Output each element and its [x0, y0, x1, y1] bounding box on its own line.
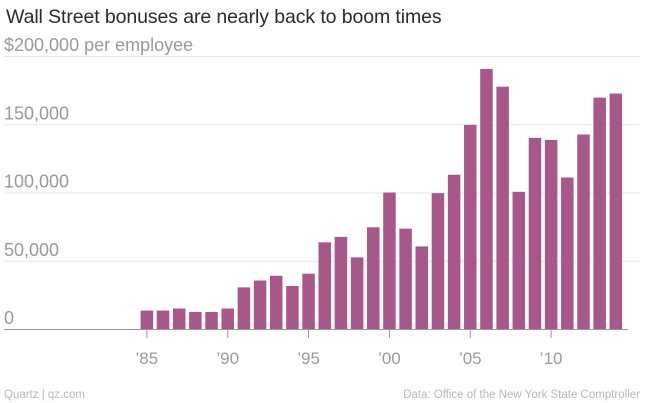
bar — [189, 311, 202, 329]
x-tick-label: ’85 — [136, 349, 159, 368]
bar — [528, 137, 542, 329]
x-tick-label: ’00 — [378, 349, 401, 368]
bar — [431, 193, 445, 329]
x-tick-label: ’10 — [540, 349, 563, 368]
bar — [334, 236, 348, 329]
bar — [415, 246, 429, 329]
bar — [269, 275, 283, 329]
bar — [318, 242, 331, 329]
bar — [140, 310, 154, 329]
bar — [544, 139, 558, 329]
y-tick-label: 100,000 — [4, 172, 69, 192]
bar — [286, 286, 299, 329]
bar — [496, 86, 509, 330]
bar — [593, 97, 606, 329]
bar — [237, 287, 251, 329]
bar — [447, 174, 461, 329]
bar — [156, 310, 170, 329]
bar — [512, 191, 526, 329]
x-tick-label: ’05 — [459, 349, 482, 368]
bar — [221, 308, 234, 329]
bar — [609, 93, 623, 329]
bar — [205, 311, 218, 329]
data-source: Data: Office of the New York State Compt… — [403, 389, 640, 401]
source-credit: Quartz | qz.com — [4, 389, 85, 401]
y-tick-label: 0 — [4, 308, 14, 328]
y-tick-label: 150,000 — [4, 103, 69, 123]
chart-title: Wall Street bonuses are nearly back to b… — [6, 6, 442, 28]
bar — [350, 257, 364, 329]
bars — [140, 68, 623, 330]
bar — [172, 308, 186, 329]
bar — [480, 68, 493, 329]
bar — [561, 177, 574, 329]
x-axis-labels: ’85 ’90 ’95 ’00 ’05 ’10 — [136, 330, 563, 368]
y-axis-labels: 0 50,000 100,000 150,000 $200,000 per employ… — [4, 35, 193, 328]
grid-lines — [4, 56, 640, 262]
bar — [399, 228, 412, 329]
bar — [302, 273, 315, 329]
x-tick-label: ’90 — [216, 349, 239, 368]
bar — [367, 227, 380, 329]
bar — [253, 280, 267, 329]
y-tick-label: $200,000 per employee — [4, 35, 193, 55]
x-tick-label: ’95 — [297, 349, 320, 368]
bar — [464, 124, 477, 330]
bar — [383, 192, 396, 329]
y-tick-label: 50,000 — [4, 240, 59, 260]
bar — [577, 134, 590, 329]
